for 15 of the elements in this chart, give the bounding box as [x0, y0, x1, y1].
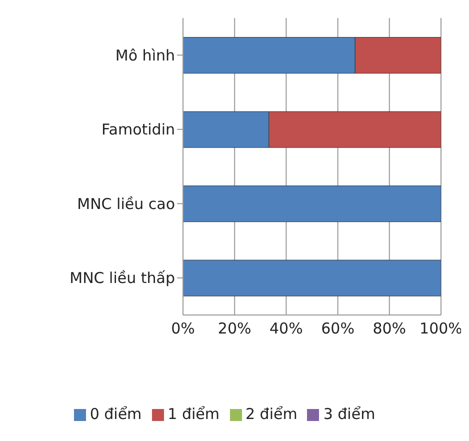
- bar: [183, 260, 441, 296]
- y-tick-label: MNC liều cao: [77, 194, 175, 213]
- legend-label: 0 điểm: [90, 405, 142, 423]
- legend-label: 3 điểm: [323, 405, 376, 423]
- bar: [183, 186, 441, 222]
- y-tick-label: Mô hình: [115, 46, 175, 64]
- x-tick-label: 20%: [218, 320, 252, 338]
- y-tick-label: MNC liều thấp: [70, 269, 175, 288]
- x-tick-label: 0%: [171, 320, 195, 338]
- x-tick-label: 80%: [372, 320, 406, 338]
- legend-label: 1 điểm: [168, 405, 220, 423]
- y-tick-label: Famotidin: [102, 120, 175, 139]
- x-tick-label: 40%: [270, 320, 303, 338]
- x-tick-label: 60%: [321, 320, 354, 338]
- legend-label: 2 điểm: [246, 405, 298, 423]
